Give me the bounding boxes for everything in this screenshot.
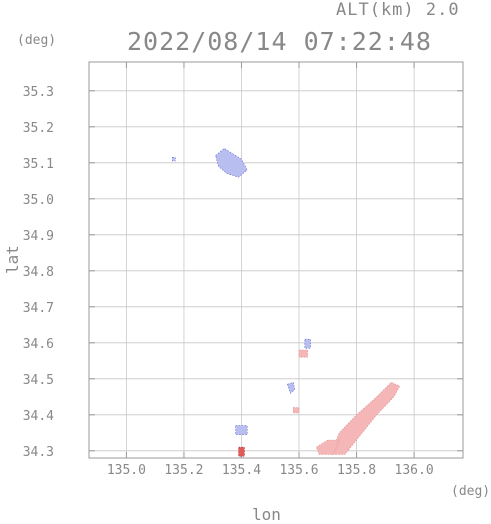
timestamp-title: 2022/08/14 07:22:48 <box>127 27 432 56</box>
echo-region-negative <box>287 382 296 394</box>
echo-region-positive <box>292 407 300 414</box>
x-tick-label: 135.4 <box>222 463 261 478</box>
y-tick-label: 34.3 <box>23 445 54 460</box>
echo-regions <box>172 148 401 457</box>
x-tick-label: 135.2 <box>164 463 203 478</box>
x-tick-label: 135.0 <box>107 463 146 478</box>
grid-lines <box>89 62 463 458</box>
tick-labels: 135.0 135.2 135.4 135.6 135.8 136.0 34.3 34.4 34… <box>23 85 434 478</box>
echo-region-negative <box>304 338 311 349</box>
y-tick-label: 35.3 <box>23 85 54 100</box>
y-tick-label: 35.2 <box>23 121 54 136</box>
x-tick-label: 135.6 <box>279 463 318 478</box>
echo-region-negative <box>235 425 248 435</box>
x-unit-label: (deg) <box>451 484 491 499</box>
echo-region-positive <box>315 439 340 455</box>
y-tick-label: 34.9 <box>23 229 54 244</box>
echo-region-negative <box>172 157 176 162</box>
x-axis-label: lon <box>252 505 281 524</box>
echo-region-negative <box>215 148 248 178</box>
x-tick-label: 136.0 <box>395 463 434 478</box>
echo-region-strong_positive <box>238 446 245 457</box>
y-tick-label: 35.1 <box>23 157 54 172</box>
y-tick-label: 35.0 <box>23 193 54 208</box>
y-tick-label: 34.4 <box>23 409 54 424</box>
y-unit-label: (deg) <box>17 33 57 48</box>
echo-region-positive <box>330 382 401 455</box>
altitude-label: ALT(km) 2.0 <box>336 0 460 20</box>
y-tick-label: 34.6 <box>23 337 54 352</box>
echo-region-positive <box>298 349 308 358</box>
plot-frame <box>88 61 464 459</box>
y-tick-label: 34.5 <box>23 373 54 388</box>
x-tick-label: 135.8 <box>337 463 376 478</box>
y-tick-label: 34.7 <box>23 301 54 316</box>
y-tick-label: 34.8 <box>23 265 54 280</box>
